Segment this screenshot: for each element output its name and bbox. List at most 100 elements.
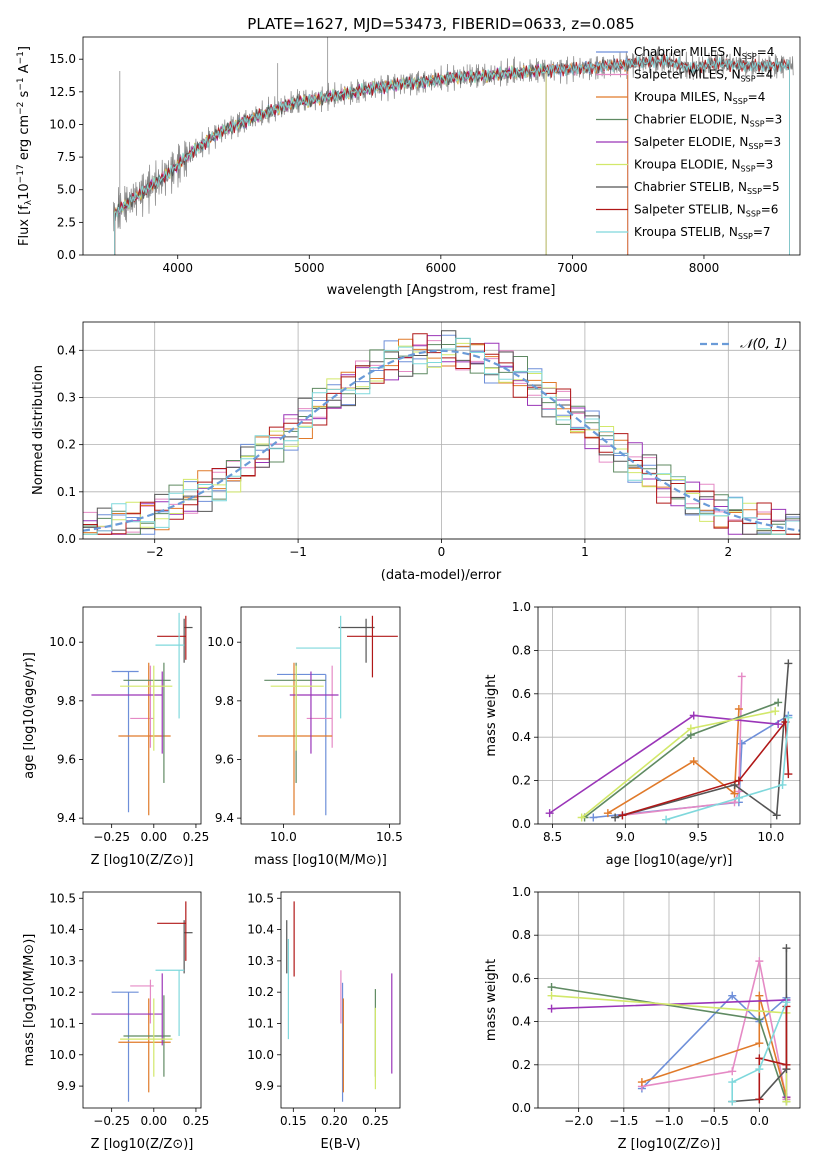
legend-label: Chabrier MILES, NSSP=4 (634, 45, 774, 61)
data-layer (91, 901, 193, 1102)
x-tick-label: 0.00 (140, 830, 167, 844)
weight-point (689, 757, 698, 766)
x-tick-label: −0.5 (700, 1114, 729, 1128)
x-tick-label: −1 (289, 545, 307, 559)
weight-point (774, 698, 783, 707)
weight-series-line (758, 1006, 788, 1100)
x-tick-label: −2 (146, 545, 164, 559)
weight-point (782, 1097, 791, 1106)
spectrum-title: PLATE=1627, MJD=53473, FIBERID=0633, z=0… (247, 15, 634, 33)
weight-point (755, 1065, 764, 1074)
y-tick-label: 0.8 (512, 928, 531, 942)
weight-point (662, 815, 671, 824)
weight-series-line (665, 717, 790, 821)
weight-point (755, 1015, 764, 1024)
axes-layer: 4000 5000 6000 7000 8000 0.0 2.5 5.0 7.5 10.0 12.5… (49, 36, 801, 275)
x-tick-label: 9.0 (616, 830, 635, 844)
y-tick-label: 10.4 (49, 923, 76, 937)
legend-label-normal: 𝒩(0, 1) (740, 337, 787, 352)
x-tick-label: 10.0 (758, 830, 785, 844)
x-tick-label: 0.25 (183, 1114, 210, 1128)
axis-xlabel: mass [log10(M/M⊙)] (254, 853, 387, 868)
x-tick-label: −0.25 (93, 1114, 130, 1128)
axes-layer: −0.25 0.00 0.25 9.4 9.6 9.8 10.0 (49, 606, 209, 844)
axis-ylabel: mass weight (484, 674, 499, 756)
x-tick-label: 5000 (294, 261, 325, 275)
weight-series-line (622, 676, 743, 817)
weight-point (547, 991, 556, 1000)
weight-point (772, 811, 781, 820)
y-tick-label: 0.4 (57, 343, 76, 357)
legend-label: Chabrier STELIB, NSSP=5 (634, 180, 780, 196)
y-tick-label: 12.5 (49, 85, 76, 99)
weight-series-line (614, 663, 790, 819)
axis-xlabel: Z [log10(Z/Z⊙)] (91, 1137, 194, 1152)
axes-layer: 8.5 9.0 9.5 10.0 0.0 0.2 0.4 0.6 0.8 1.0 (512, 600, 801, 844)
y-tick-label: 9.8 (57, 694, 76, 708)
weight-point (755, 957, 764, 966)
weight-point (778, 780, 787, 789)
weight-point (637, 1078, 646, 1087)
x-tick-label: 0.25 (362, 1114, 389, 1128)
x-tick-label: 0.0 (750, 1114, 769, 1128)
y-tick-label: 10.4 (247, 923, 274, 937)
weight-point (782, 944, 791, 953)
weight-point (755, 1095, 764, 1104)
y-tick-label: 9.6 (215, 752, 234, 766)
weight-point (728, 991, 737, 1000)
y-tick-label: 1.0 (512, 885, 531, 899)
x-tick-label: −1.0 (654, 1114, 683, 1128)
weight-point (737, 672, 746, 681)
weight-series-line (607, 708, 740, 814)
axes-layer: −0.25 0.00 0.25 9.9 10.0 10.1 10.2 10.3 10.4 10.5 (49, 891, 209, 1128)
weight-series-line (641, 960, 788, 1100)
x-tick-label: 6000 (426, 261, 457, 275)
axes-layer: 10.0 10.5 9.4 9.6 9.8 10.0 (207, 606, 403, 844)
x-tick-label: 8000 (689, 261, 720, 275)
x-tick-label: 0.20 (321, 1114, 348, 1128)
y-tick-label: 0.2 (512, 1058, 531, 1072)
axis-ylabel: mass [log10(M/M⊙)] (22, 934, 37, 1067)
weight-point (784, 659, 793, 668)
y-tick-label: 10.2 (49, 985, 76, 999)
normal-distribution-curve (83, 349, 800, 532)
y-tick-label: 10.2 (247, 985, 274, 999)
weight-point (547, 983, 556, 992)
weight-point (755, 1054, 764, 1063)
y-tick-label: 0.0 (512, 1101, 531, 1115)
axis-xlabel: age [log10(age/yr)] (606, 853, 733, 868)
y-tick-label: 10.3 (49, 954, 76, 968)
residual-histogram-chab_stelib (83, 330, 800, 535)
spectrum-xlabel: wavelength [Angstrom, rest frame] (327, 283, 556, 298)
residual-histogram-panel: −2 −1 0 1 2 0.0 0.1 0.2 0.3 0.4 𝒩(0, 1) (data-mode… (31, 321, 801, 583)
spectrum-panel: PLATE=1627, MJD=53473, FIBERID=0633, z=0… (16, 15, 801, 298)
weight-point (618, 811, 627, 820)
axes-frame (82, 606, 202, 825)
x-tick-label: −2.0 (564, 1114, 593, 1128)
weight-point (734, 793, 743, 802)
legend-label: Kroupa MILES, NSSP=4 (634, 90, 765, 106)
axes-frame (82, 891, 202, 1109)
weight-point (730, 789, 739, 798)
y-tick-label: 0.2 (512, 774, 531, 788)
z-weight-panel: −2.0 −1.5 −1.0 −0.5 0.0 0.0 0.2 0.4 0.6 0.8 1.0 Z [… (484, 885, 801, 1152)
y-tick-label: 9.9 (255, 1079, 274, 1093)
y-tick-label: 0.6 (512, 687, 531, 701)
x-tick-label: −1.5 (609, 1114, 638, 1128)
y-tick-label: 2.5 (57, 215, 76, 229)
axes-frame (82, 321, 801, 540)
y-tick-label: 10.1 (247, 1016, 274, 1030)
weight-point (603, 809, 612, 818)
weight-point (589, 813, 598, 822)
y-tick-label: 9.6 (57, 752, 76, 766)
y-tick-label: 1.0 (512, 600, 531, 614)
weight-point (689, 711, 698, 720)
y-tick-label: 10.0 (207, 635, 234, 649)
x-tick-label: 10.0 (270, 830, 297, 844)
x-tick-label: 9.5 (689, 830, 708, 844)
x-tick-label: 1 (581, 545, 589, 559)
y-tick-label: 5.0 (57, 183, 76, 197)
data-layer (112, 37, 794, 255)
y-tick-label: 10.0 (49, 635, 76, 649)
